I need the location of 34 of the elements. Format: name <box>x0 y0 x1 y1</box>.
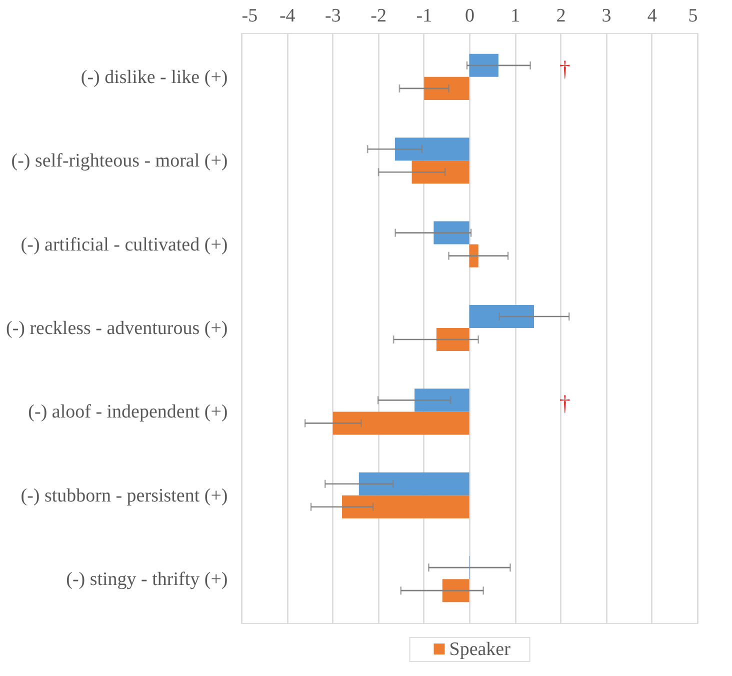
x-tick-label: -5 <box>242 6 258 26</box>
bar <box>469 54 498 77</box>
annotation: † <box>559 390 570 416</box>
bar <box>332 412 470 435</box>
annotation: † <box>559 56 570 81</box>
bar <box>358 472 470 496</box>
x-tick-label: -4 <box>279 6 296 26</box>
bar <box>342 495 470 518</box>
x-tick-label: -1 <box>416 6 432 26</box>
x-tick-label: 1 <box>510 6 520 26</box>
bar <box>414 388 470 412</box>
x-tick-label: 4 <box>647 6 658 26</box>
legend-label: Speaker <box>449 639 512 660</box>
bar <box>412 160 470 184</box>
x-tick-label: 0 <box>465 6 474 26</box>
bar <box>394 138 470 161</box>
bar <box>436 328 470 352</box>
y-tick-label: (-) reckless - adventurous (+) <box>6 318 228 339</box>
x-tick-label: -3 <box>325 6 341 26</box>
x-tick-label: 2 <box>556 6 566 26</box>
y-tick-label: (-) dislike - like (+) <box>80 66 228 88</box>
bar <box>434 221 470 244</box>
y-tick-label: (-) aloof - independent (+) <box>28 402 228 423</box>
y-tick-label: (-) stubborn - persistent (+) <box>20 485 228 506</box>
bar <box>442 579 470 602</box>
x-tick-label: -2 <box>370 6 386 26</box>
y-tick-label: (-) artificial - cultivated (+) <box>20 234 228 256</box>
bar <box>469 244 478 268</box>
y-tick-label: (-) self-righteous - moral (+) <box>11 150 228 172</box>
bar <box>469 304 534 328</box>
bar <box>424 76 470 100</box>
x-tick-label: 5 <box>688 6 698 26</box>
y-tick-label: (-) stingy - thrifty (+) <box>66 569 228 590</box>
x-tick-label: 3 <box>602 6 612 26</box>
